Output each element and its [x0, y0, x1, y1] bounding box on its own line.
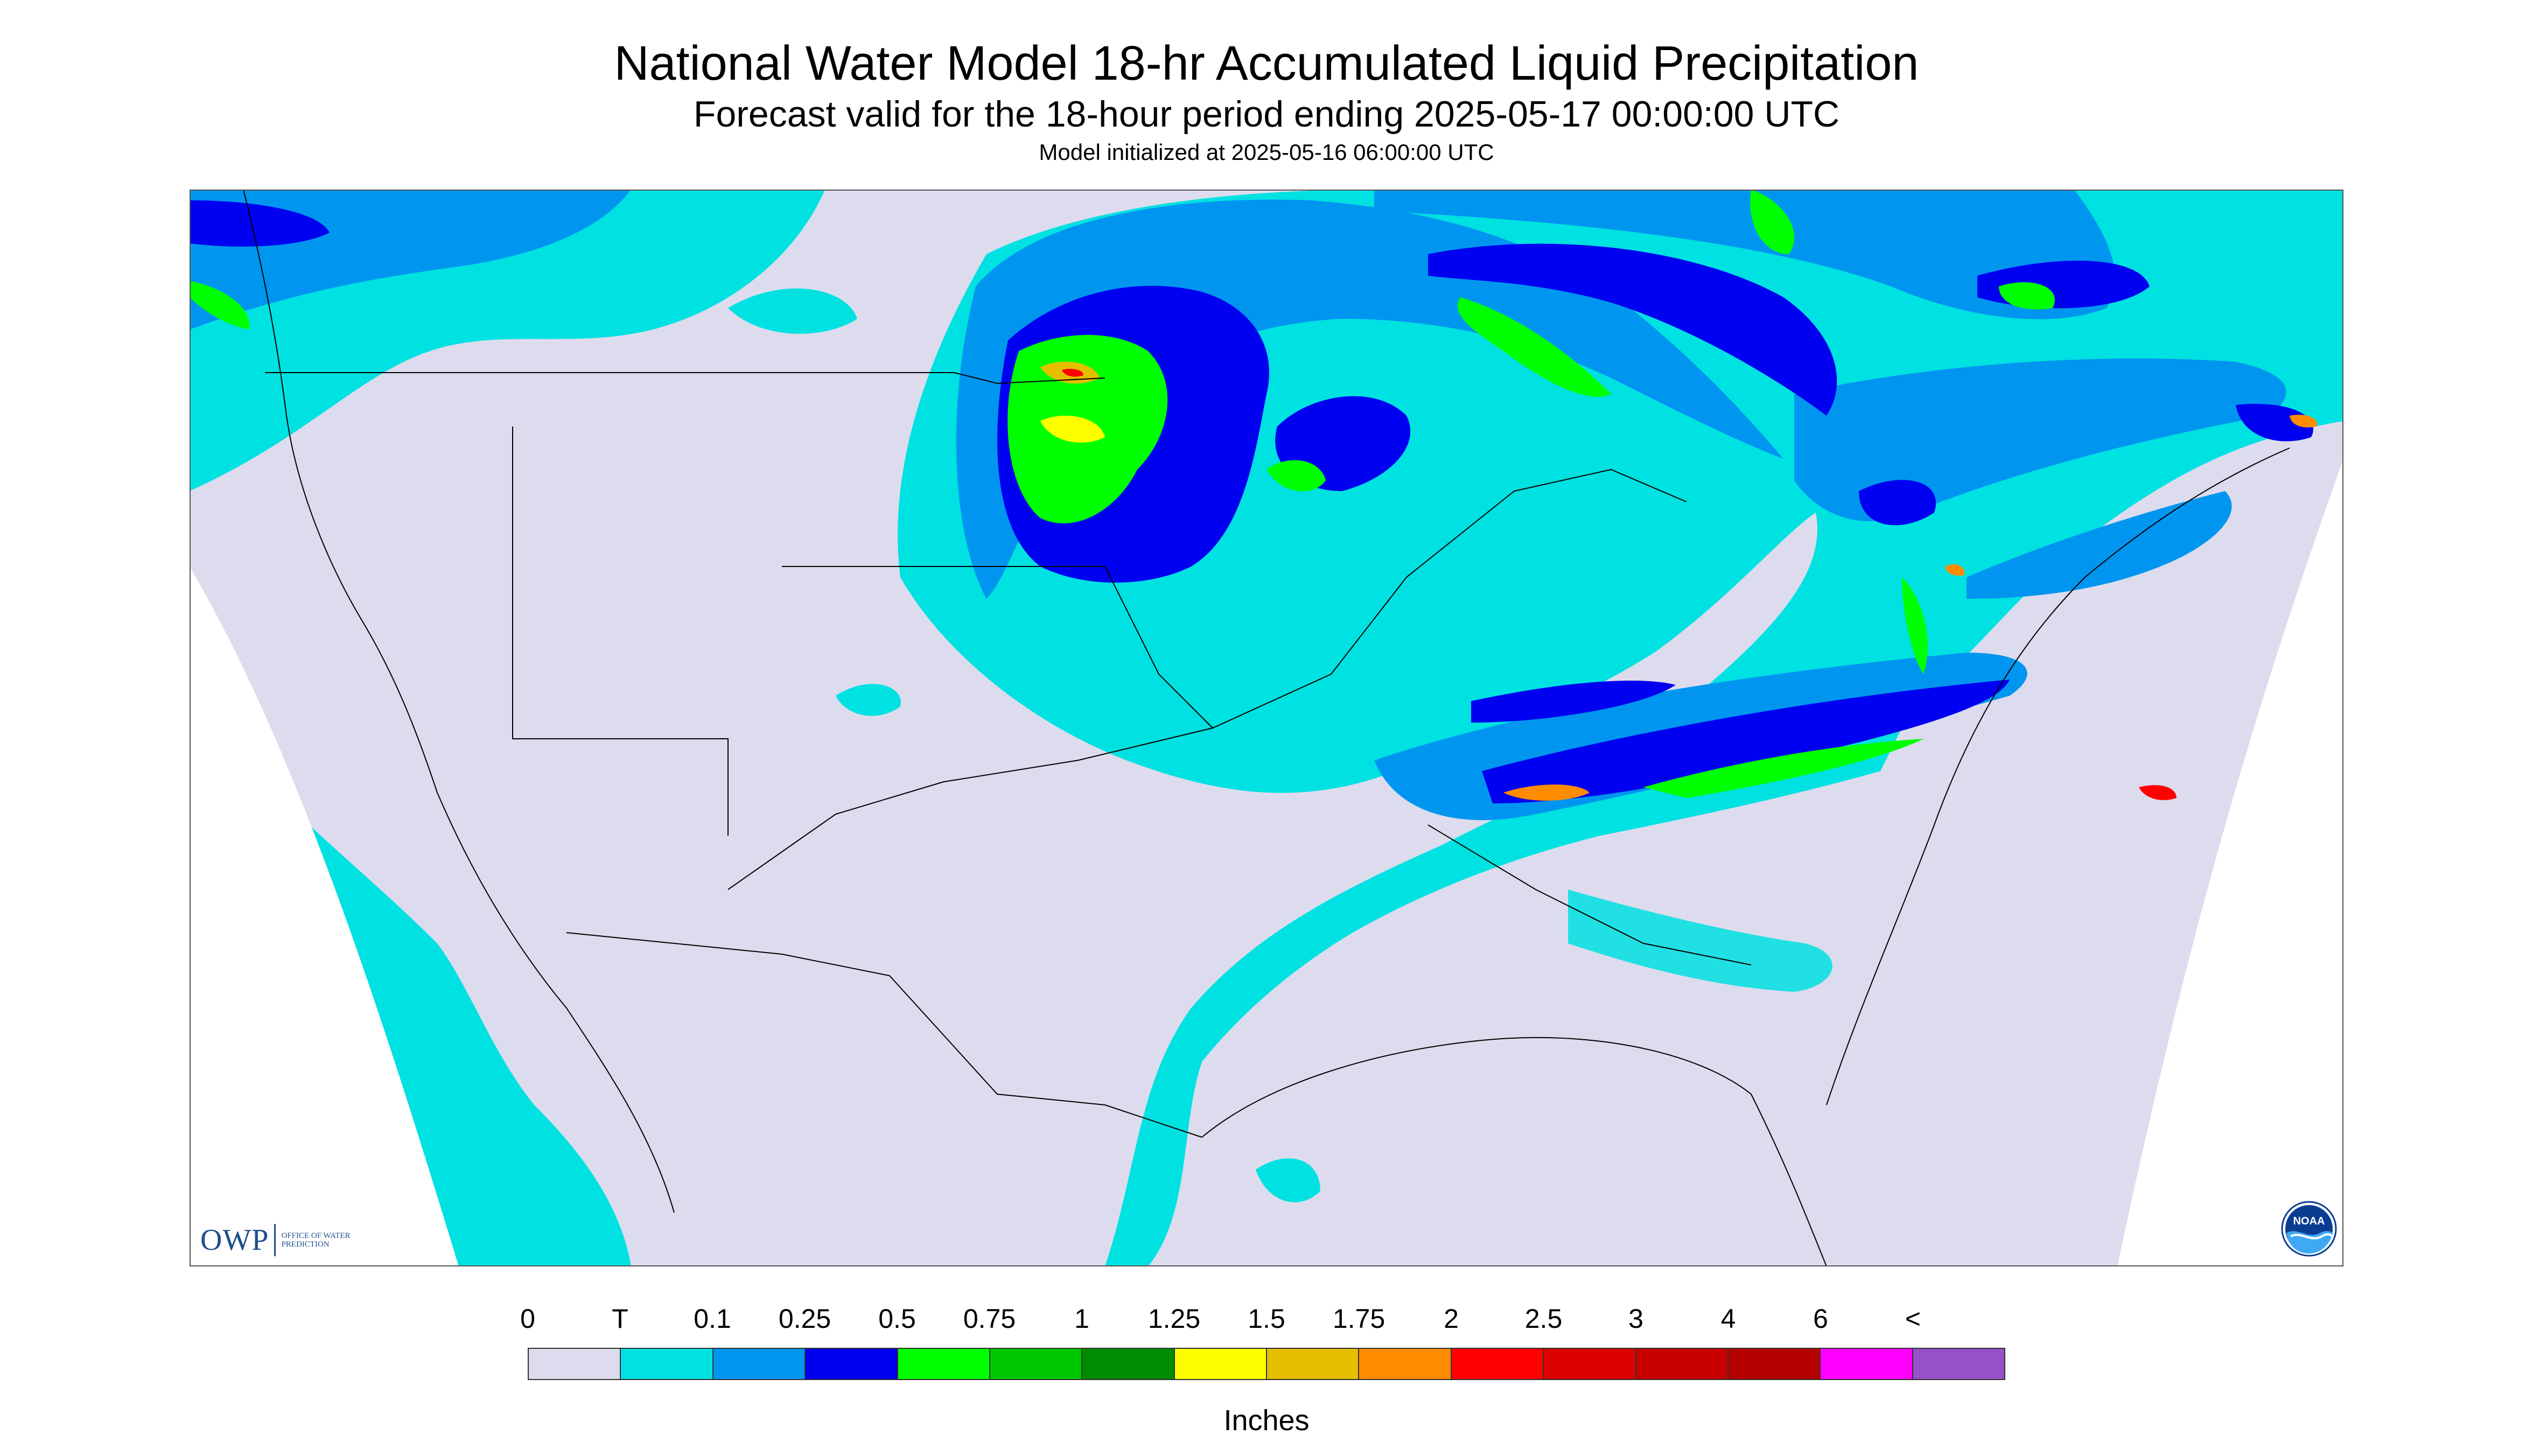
precip-layer: [190, 190, 2343, 1266]
state-border-line: [727, 468, 1687, 890]
west-coastline: [243, 190, 675, 1213]
legend-swatch: [1267, 1349, 1360, 1379]
legend-label: 1: [1074, 1304, 1089, 1334]
legend-label: 2.5: [1524, 1304, 1563, 1334]
legend-unit-label: Inches: [1223, 1404, 1310, 1437]
legend-label: 4: [1720, 1304, 1736, 1334]
us-mexico-border: [566, 932, 1202, 1138]
legend-label: 0.75: [963, 1304, 1016, 1334]
legend-label: <: [1905, 1304, 1921, 1334]
legend-swatch: [1544, 1349, 1636, 1379]
legend-label: 0.5: [878, 1304, 916, 1334]
legend-label: T: [612, 1304, 628, 1334]
intense-precip-spots: [1040, 361, 2317, 801]
map-border: [190, 190, 2343, 1266]
noaa-logo-icon: NOAA: [2281, 1201, 2337, 1257]
legend-color-bar: [528, 1348, 2005, 1380]
model-init-text: Model initialized at 2025-05-16 06:00:00…: [1039, 139, 1494, 165]
legend-label: 0.1: [694, 1304, 731, 1334]
state-border-line-west: [512, 426, 729, 836]
legend-label: 0.25: [778, 1304, 831, 1334]
map-title: National Water Model 18-hr Accumulated L…: [614, 37, 1919, 90]
boundary-lines: [243, 190, 2290, 1266]
legend-label: 3: [1628, 1304, 1643, 1334]
owp-logo-text: OWP: [200, 1223, 269, 1257]
state-border-line-southeast: [1428, 824, 1752, 965]
legend-swatch: [621, 1349, 713, 1379]
legend-label: 6: [1813, 1304, 1828, 1334]
legend-label: 1.25: [1147, 1304, 1201, 1334]
legend-label: 1.75: [1332, 1304, 1386, 1334]
legend-swatch: [806, 1349, 898, 1379]
legend-swatch: [1359, 1349, 1452, 1379]
legend-swatch: [990, 1349, 1083, 1379]
east-coastline: [1826, 447, 2290, 1105]
legend-swatch: [1728, 1349, 1821, 1379]
legend-swatch: [713, 1349, 806, 1379]
owp-logo-subtext: OFFICE OF WATER PREDICTION: [281, 1231, 351, 1249]
legend-label: 1.5: [1248, 1304, 1285, 1334]
legend-swatch: [1821, 1349, 1913, 1379]
noaa-logo-text: NOAA: [2293, 1215, 2325, 1227]
legend-swatch: [1636, 1349, 1729, 1379]
legend-labels: 0 T 0.1 0.25 0.5 0.75 1 1.25 1.5 1.75 2 2.5 3 4 6 <: [0, 1303, 2533, 1335]
owp-logo: OWP OFFICE OF WATER PREDICTION: [200, 1221, 362, 1259]
legend-swatch: [898, 1349, 990, 1379]
state-border-line-central: [782, 566, 1213, 729]
us-canada-border: [265, 372, 1105, 384]
legend-swatch: [529, 1349, 621, 1379]
legend-label: 2: [1444, 1304, 1459, 1334]
map-canvas: [190, 190, 2343, 1266]
legend-label: 0: [520, 1304, 535, 1334]
map-subtitle: Forecast valid for the 18-hour period en…: [693, 94, 1840, 135]
legend-swatch: [1082, 1349, 1175, 1379]
precipitation-map: [190, 190, 2343, 1266]
legend-swatch: [1451, 1349, 1544, 1379]
gulf-coastline: [1201, 1037, 1827, 1266]
legend-swatch: [1174, 1349, 1267, 1379]
legend-swatch: [1913, 1349, 2004, 1379]
owp-logo-divider: [274, 1224, 276, 1256]
